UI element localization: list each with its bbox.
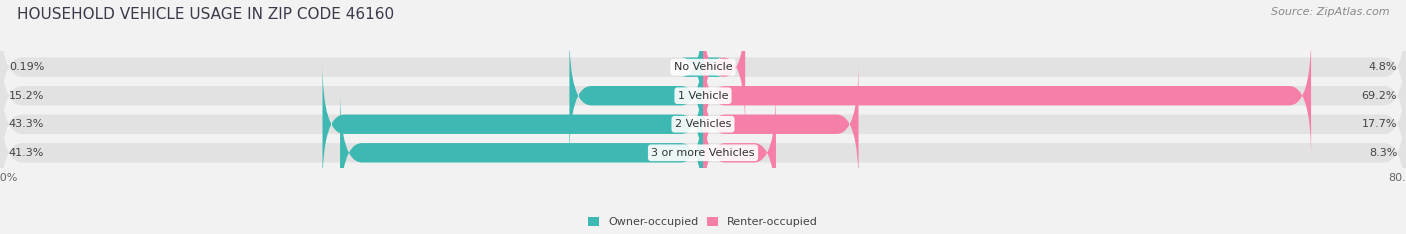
FancyBboxPatch shape [681,6,723,129]
Text: Source: ZipAtlas.com: Source: ZipAtlas.com [1271,7,1389,17]
FancyBboxPatch shape [0,34,1406,157]
FancyBboxPatch shape [703,91,776,214]
Text: HOUSEHOLD VEHICLE USAGE IN ZIP CODE 46160: HOUSEHOLD VEHICLE USAGE IN ZIP CODE 4616… [17,7,394,22]
FancyBboxPatch shape [703,63,859,186]
FancyBboxPatch shape [569,34,703,157]
Text: 0.19%: 0.19% [8,62,44,72]
FancyBboxPatch shape [703,6,745,129]
Text: 4.8%: 4.8% [1368,62,1398,72]
Text: 2 Vehicles: 2 Vehicles [675,119,731,129]
FancyBboxPatch shape [0,63,1406,186]
FancyBboxPatch shape [322,63,703,186]
Text: 15.2%: 15.2% [8,91,44,101]
FancyBboxPatch shape [340,91,703,214]
Text: 41.3%: 41.3% [8,148,44,158]
FancyBboxPatch shape [0,6,1406,129]
Text: 43.3%: 43.3% [8,119,44,129]
Text: 69.2%: 69.2% [1362,91,1398,101]
FancyBboxPatch shape [703,34,1312,157]
Text: 1 Vehicle: 1 Vehicle [678,91,728,101]
Text: 17.7%: 17.7% [1362,119,1398,129]
Text: No Vehicle: No Vehicle [673,62,733,72]
FancyBboxPatch shape [0,91,1406,214]
Legend: Owner-occupied, Renter-occupied: Owner-occupied, Renter-occupied [588,217,818,227]
Text: 8.3%: 8.3% [1369,148,1398,158]
Text: 3 or more Vehicles: 3 or more Vehicles [651,148,755,158]
